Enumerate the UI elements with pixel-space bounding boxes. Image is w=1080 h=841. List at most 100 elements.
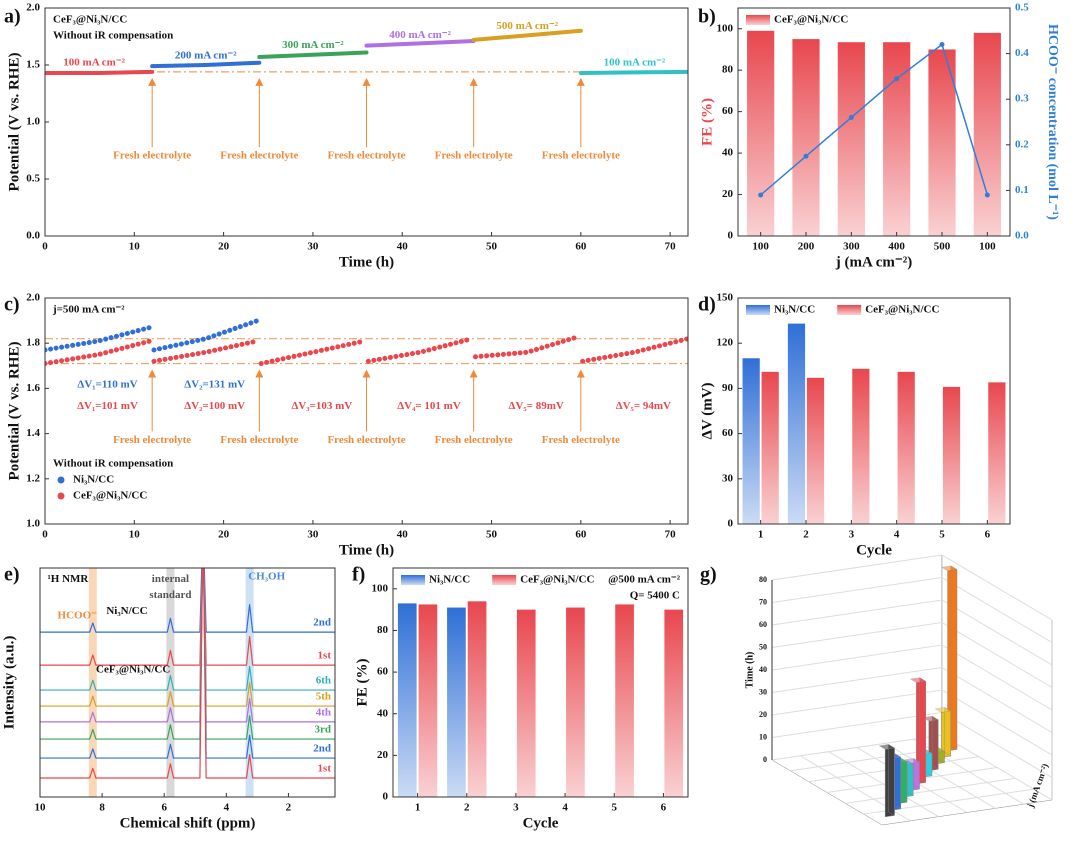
legend-marker xyxy=(57,476,65,484)
line xyxy=(151,338,261,364)
x-tick-label: 4 xyxy=(562,802,568,814)
bar xyxy=(852,368,870,524)
bar xyxy=(942,386,961,524)
bar xyxy=(792,39,820,236)
x-tick-label: 0 xyxy=(42,529,48,541)
x-tick-label: 5 xyxy=(939,529,945,541)
y-tick-label: 0 xyxy=(728,230,734,242)
x-tick-label: 70 xyxy=(665,241,677,253)
trace-label: 5th xyxy=(316,691,331,703)
plot-area xyxy=(45,28,688,75)
bar-side xyxy=(906,760,914,797)
plot-frame xyxy=(392,567,689,798)
x-tick-label: 20 xyxy=(218,241,230,253)
x-tick-label: 30 xyxy=(307,529,319,541)
x-tick-label: 500 xyxy=(934,241,951,253)
arrow-head xyxy=(148,77,157,86)
x-tick-label: 1 xyxy=(415,802,421,814)
y-tick-label: 40 xyxy=(377,707,389,719)
z-axis-label: Time (h) xyxy=(744,652,755,689)
line xyxy=(364,39,476,48)
arrow-head xyxy=(469,77,478,86)
annotation: Fresh electrolyte xyxy=(113,150,191,162)
annotation: Fresh electrolyte xyxy=(220,150,298,162)
legend-label: Ni₃N/CC xyxy=(774,304,815,316)
y-tick-label: 1.4 xyxy=(26,427,40,439)
arrow-head xyxy=(255,77,264,86)
annotation: ΔV₃=103 mV xyxy=(291,400,352,412)
x-tick-label: 60 xyxy=(575,241,587,253)
y2-tick-label: 0.5 xyxy=(1015,2,1029,14)
y-axis-label: FE (%) xyxy=(354,659,370,707)
bar-side xyxy=(919,677,926,783)
arrow-head xyxy=(255,369,264,378)
legend-title: Without iR compensation xyxy=(53,458,173,470)
y-tick-label: 1.6 xyxy=(26,382,40,394)
x-axis-label: Cycle xyxy=(856,542,892,558)
plot-frame xyxy=(39,567,336,798)
annotation: Fresh electrolyte xyxy=(435,150,513,162)
annotation: Fresh electrolyte xyxy=(327,150,405,162)
x-axis-label: Chemical shift (ppm) xyxy=(120,815,256,831)
y-tick-label: 60 xyxy=(377,666,389,678)
bar-side xyxy=(913,758,920,790)
x-tick-label: 300 xyxy=(843,241,860,253)
arrow-head xyxy=(362,369,371,378)
trace-label: 3rd xyxy=(315,724,332,736)
arrow-head xyxy=(469,369,478,378)
annotation: CeF₃@Ni₃N/CC xyxy=(96,663,170,675)
arrow-head xyxy=(576,369,585,378)
x-tick-label: 30 xyxy=(307,241,319,253)
line xyxy=(471,28,583,42)
plot-frame xyxy=(737,7,1011,237)
plot-area xyxy=(747,30,1001,236)
trace-label: 6th xyxy=(316,675,331,687)
line xyxy=(365,336,475,364)
annotation: ΔV₂=131 mV xyxy=(184,379,245,391)
x-tick-label: 0 xyxy=(42,241,48,253)
legend-label: Ni₃N/CC xyxy=(73,474,114,486)
x-tick-label: 50 xyxy=(486,241,498,253)
line xyxy=(40,568,335,633)
bar-side xyxy=(950,565,958,750)
note: Q= 5400 C xyxy=(630,590,680,602)
bar-top xyxy=(940,565,958,572)
y-tick-label: 60 xyxy=(722,105,734,117)
note: j=500 mA cm⁻² xyxy=(52,304,125,316)
note: Without iR compensation xyxy=(53,30,173,42)
y-tick-label: 1.8 xyxy=(26,337,40,349)
annotation: ΔV₂=100 mV xyxy=(184,400,245,412)
x-tick-label: 70 xyxy=(665,529,677,541)
x-tick-label: 3 xyxy=(849,529,855,541)
grid-line xyxy=(771,689,1053,756)
annotation: 300 mA cm⁻² xyxy=(282,39,344,51)
y-tick-label: 0.5 xyxy=(26,173,40,185)
y-tick-label: 60 xyxy=(722,427,734,439)
x-tick-label: 5 xyxy=(612,802,618,814)
x-tick-label: 100 xyxy=(752,241,769,253)
plot-area xyxy=(742,323,1006,524)
z-tick-label: 80 xyxy=(759,575,767,584)
plot-frame xyxy=(737,297,1011,525)
bar-side xyxy=(944,707,951,757)
line-point xyxy=(894,76,900,82)
bar xyxy=(467,601,487,797)
plot-area xyxy=(397,601,684,797)
bar xyxy=(615,604,634,797)
y-tick-label: 0 xyxy=(728,518,734,530)
grid-line xyxy=(771,644,1053,711)
bar xyxy=(973,32,1001,236)
y2-axis-label: HCOO⁻ concentration (mol L⁻¹) xyxy=(1045,24,1060,220)
bar-top xyxy=(922,715,939,722)
annotation: ΔV₅= 94mV xyxy=(616,400,671,412)
line xyxy=(580,336,688,364)
annotation: Fresh electrolyte xyxy=(327,434,405,446)
x-tick-label: 40 xyxy=(397,529,409,541)
z-tick-label: 30 xyxy=(759,687,767,696)
line xyxy=(257,50,369,60)
trace-label: 4th xyxy=(316,706,331,718)
arrow-head xyxy=(148,369,157,378)
y2-tick-label: 0.4 xyxy=(1015,47,1029,59)
panel-label: c) xyxy=(4,294,20,316)
line xyxy=(151,318,261,353)
